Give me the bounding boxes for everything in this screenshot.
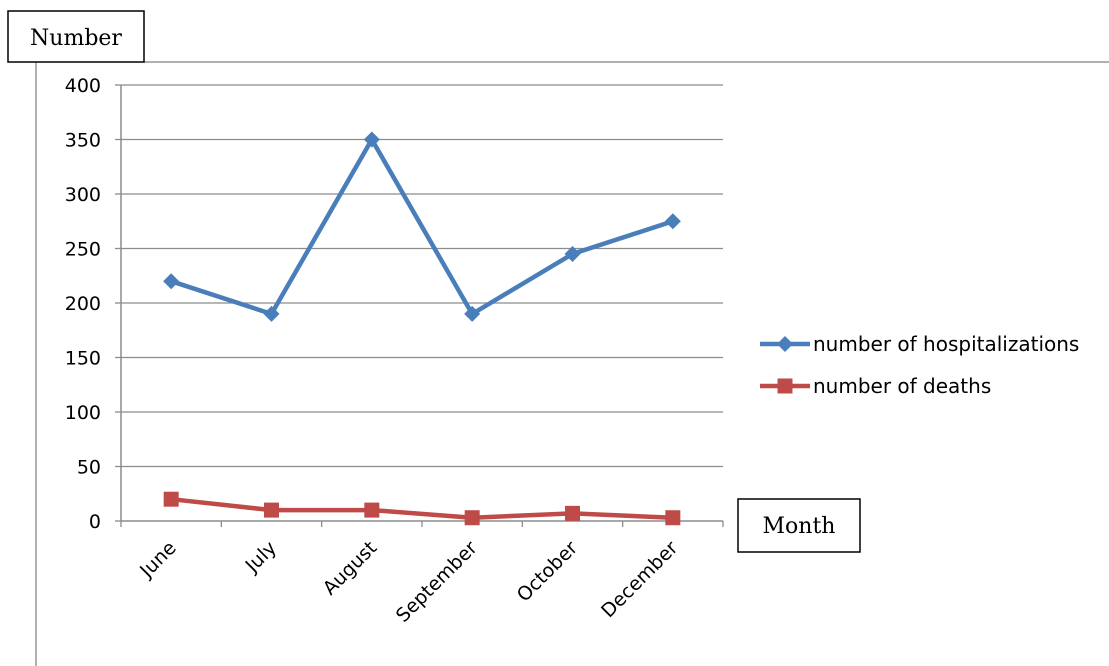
legend-label: number of deaths xyxy=(813,374,991,398)
y-tick-label: 0 xyxy=(89,511,101,533)
y-tick-label: 50 xyxy=(77,457,101,479)
y-tick-label: 350 xyxy=(65,130,101,152)
data-point-diamond xyxy=(363,131,380,148)
data-point-square xyxy=(464,510,480,526)
data-point-square xyxy=(565,505,580,521)
x-tick-label: December xyxy=(597,537,682,622)
axes xyxy=(115,84,724,527)
series xyxy=(163,131,681,526)
data-point-diamond xyxy=(464,305,481,322)
data-point-square xyxy=(264,502,279,518)
data-point-diamond xyxy=(664,213,681,230)
gridlines xyxy=(121,84,723,468)
series-line-1 xyxy=(170,496,673,520)
series-line-0 xyxy=(170,137,674,317)
y-tick-label: 100 xyxy=(65,402,101,424)
y-tick-labels: 0 50 100 150 200 250 300 350 400 xyxy=(65,75,101,533)
x-tick-labels: June July August September October December xyxy=(135,537,682,627)
x-tick-label: August xyxy=(319,537,382,600)
x-tick-label: June xyxy=(135,537,181,583)
legend: number of hospitalizations number of deat… xyxy=(760,332,1079,398)
x-tick-label: September xyxy=(392,537,482,627)
data-point-diamond xyxy=(564,245,581,262)
legend-marker-diamond xyxy=(777,336,793,352)
y-tick-label: 300 xyxy=(65,184,101,206)
y-axis-label-box: Number xyxy=(7,10,145,63)
data-point-square xyxy=(364,502,380,518)
x-tick-label: July xyxy=(241,537,281,577)
y-axis-label: Number xyxy=(30,26,122,51)
data-point-square xyxy=(665,510,681,526)
data-point-diamond xyxy=(263,305,280,322)
x-axis-label: Month xyxy=(763,514,836,539)
y-tick-label: 250 xyxy=(65,239,101,261)
y-tick-label: 150 xyxy=(65,348,101,370)
y-tick-label: 200 xyxy=(65,293,101,315)
legend-marker-square xyxy=(777,378,793,394)
x-axis-label-box: Month xyxy=(737,498,861,553)
data-point-square xyxy=(163,491,179,507)
y-tick-label: 400 xyxy=(65,75,101,97)
data-point-diamond xyxy=(163,273,180,290)
legend-label: number of hospitalizations xyxy=(813,332,1079,356)
x-tick-label: October xyxy=(513,537,582,606)
